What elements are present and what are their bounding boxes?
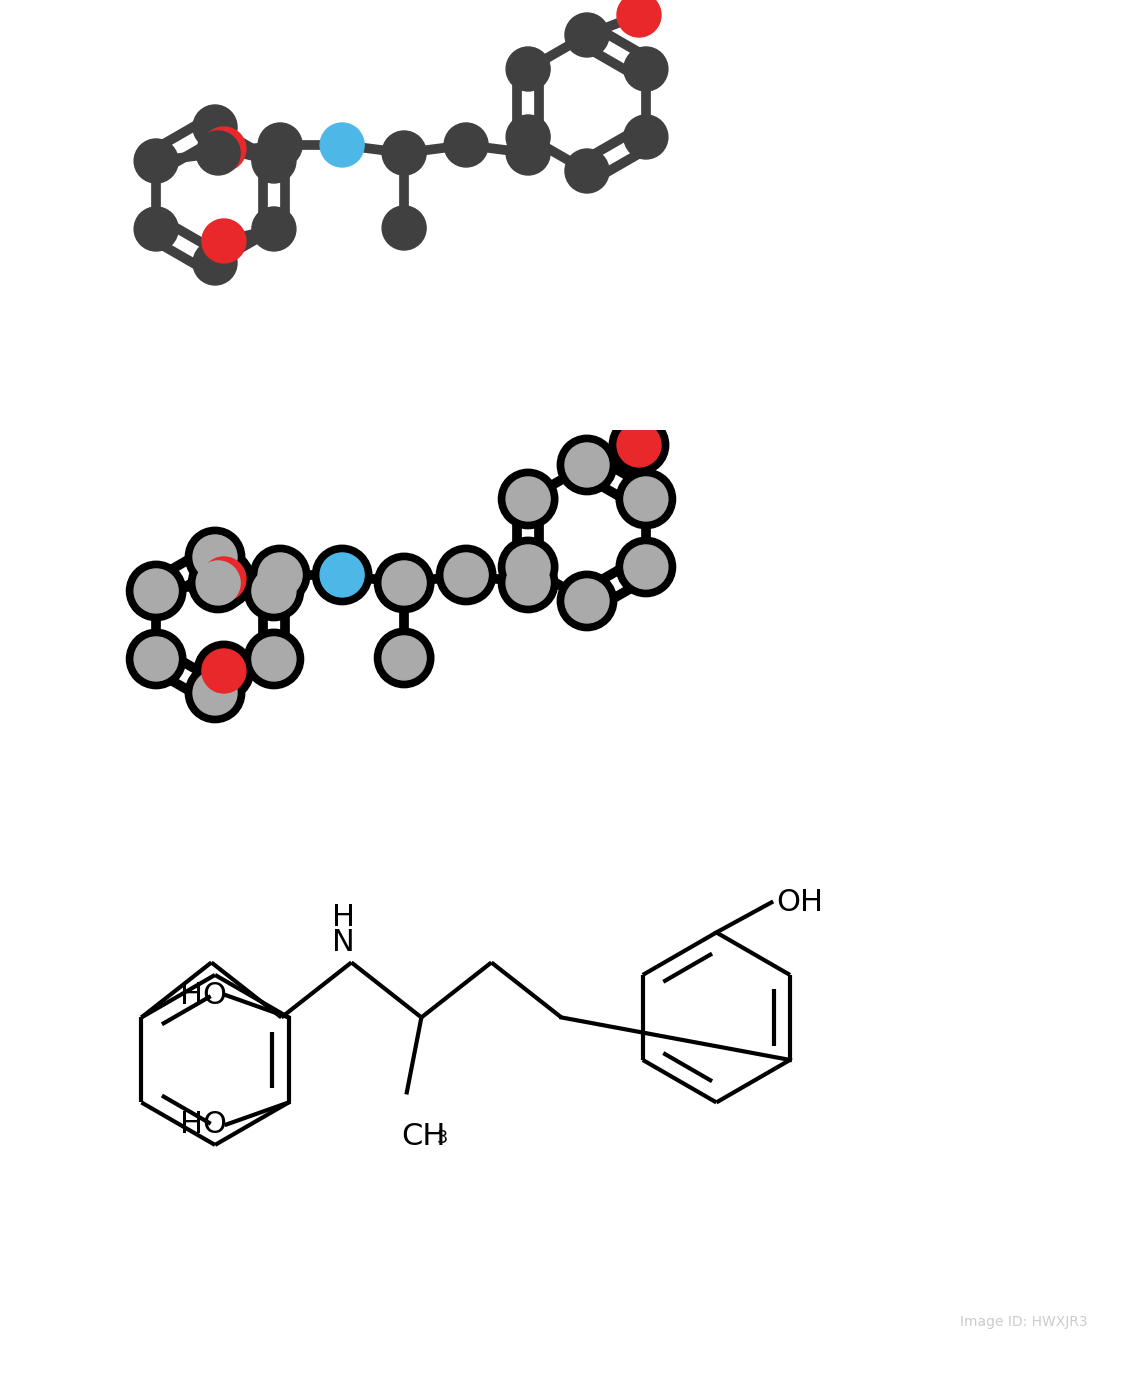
- Circle shape: [617, 423, 661, 467]
- Circle shape: [565, 13, 609, 57]
- Circle shape: [244, 562, 304, 621]
- Circle shape: [506, 47, 550, 90]
- Circle shape: [506, 545, 550, 589]
- Circle shape: [557, 571, 617, 631]
- Circle shape: [321, 122, 364, 167]
- Circle shape: [436, 545, 495, 605]
- Circle shape: [127, 630, 186, 688]
- Circle shape: [258, 122, 303, 167]
- Circle shape: [135, 637, 178, 681]
- Circle shape: [321, 553, 364, 596]
- Circle shape: [135, 569, 178, 613]
- Circle shape: [557, 435, 617, 495]
- Circle shape: [382, 131, 426, 175]
- Circle shape: [202, 649, 245, 694]
- Circle shape: [444, 553, 488, 596]
- Circle shape: [565, 443, 609, 486]
- Circle shape: [127, 562, 186, 621]
- Text: OH: OH: [777, 888, 823, 917]
- Circle shape: [374, 628, 434, 688]
- Circle shape: [617, 0, 661, 38]
- Circle shape: [193, 106, 237, 149]
- Circle shape: [499, 538, 558, 596]
- Circle shape: [185, 527, 244, 587]
- Circle shape: [193, 535, 237, 580]
- Text: CH: CH: [401, 1123, 446, 1151]
- Circle shape: [194, 549, 253, 609]
- Circle shape: [196, 131, 240, 175]
- Text: www.alamy.com: www.alamy.com: [936, 1348, 1087, 1366]
- Circle shape: [382, 562, 426, 605]
- Circle shape: [202, 126, 245, 171]
- Circle shape: [610, 416, 669, 474]
- Circle shape: [252, 139, 296, 183]
- Circle shape: [624, 47, 668, 90]
- Circle shape: [135, 207, 178, 252]
- Circle shape: [135, 139, 178, 183]
- Circle shape: [624, 115, 668, 158]
- Circle shape: [506, 115, 550, 158]
- Circle shape: [624, 545, 668, 589]
- Text: Image ID: HWXJR3: Image ID: HWXJR3: [960, 1315, 1087, 1329]
- Circle shape: [565, 580, 609, 623]
- Circle shape: [499, 470, 558, 528]
- Circle shape: [194, 641, 253, 701]
- Circle shape: [258, 553, 303, 596]
- Circle shape: [565, 149, 609, 193]
- Circle shape: [252, 569, 296, 613]
- Circle shape: [382, 206, 426, 250]
- Circle shape: [506, 477, 550, 521]
- Circle shape: [250, 545, 309, 605]
- Text: H: H: [332, 904, 355, 933]
- Circle shape: [313, 545, 372, 605]
- Circle shape: [374, 553, 434, 613]
- Circle shape: [617, 470, 676, 528]
- Text: N: N: [332, 929, 354, 958]
- Text: HO: HO: [179, 981, 226, 1011]
- Circle shape: [382, 637, 426, 680]
- Circle shape: [506, 562, 550, 605]
- Circle shape: [202, 557, 245, 600]
- Circle shape: [499, 553, 558, 613]
- Circle shape: [624, 477, 668, 521]
- Circle shape: [252, 207, 296, 252]
- Circle shape: [202, 220, 245, 263]
- Circle shape: [252, 637, 296, 681]
- Text: alamy: alamy: [34, 1323, 156, 1357]
- Circle shape: [196, 562, 240, 605]
- Circle shape: [244, 630, 304, 688]
- Circle shape: [185, 663, 244, 723]
- Circle shape: [444, 122, 488, 167]
- Circle shape: [617, 538, 676, 596]
- Circle shape: [506, 131, 550, 175]
- Circle shape: [188, 553, 248, 613]
- Text: HO: HO: [179, 1111, 226, 1138]
- Text: $_3$: $_3$: [436, 1123, 448, 1147]
- Circle shape: [193, 671, 237, 714]
- Circle shape: [193, 240, 237, 285]
